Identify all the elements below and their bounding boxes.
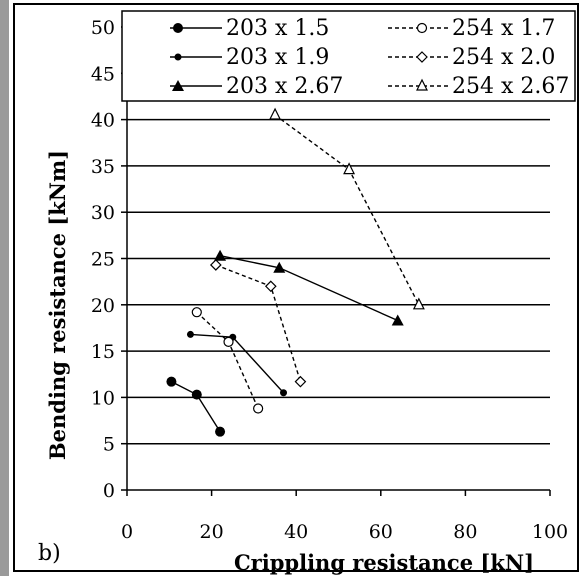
y-axis-label: Bending resistance [kNm] bbox=[45, 150, 70, 460]
x-tick-label: 40 bbox=[284, 521, 308, 543]
series-line bbox=[190, 333, 285, 394]
axes: 0 5 10 15 20 25 30 35 40 45 50 0 20 40 60 80 100 bbox=[91, 17, 568, 543]
marker bbox=[191, 389, 202, 400]
legend-entry: 203 x 2.67 bbox=[226, 74, 343, 99]
y-tick-label: 45 bbox=[91, 63, 115, 85]
series-1 bbox=[186, 330, 288, 397]
marker bbox=[191, 307, 202, 318]
legend: 203 x 1.5 254 x 1.7 203 x 1.9 254 x 2.0 203 … bbox=[121, 10, 576, 102]
marker bbox=[173, 23, 183, 33]
marker bbox=[273, 261, 286, 273]
marker bbox=[215, 426, 226, 437]
marker bbox=[294, 375, 307, 388]
marker bbox=[412, 297, 425, 310]
y-tick-label: 15 bbox=[91, 341, 115, 363]
legend-entry: 203 x 1.5 bbox=[226, 16, 329, 41]
series-0 bbox=[166, 376, 226, 437]
y-tick-label: 10 bbox=[91, 387, 115, 409]
x-tick-label: 100 bbox=[532, 521, 568, 543]
marker bbox=[264, 280, 277, 293]
y-tick-label: 40 bbox=[91, 110, 115, 132]
marker bbox=[223, 336, 234, 347]
y-tick-label: 30 bbox=[91, 202, 115, 224]
marker bbox=[343, 162, 356, 175]
y-tick-label: 35 bbox=[91, 156, 115, 178]
legend-entry: 254 x 1.7 bbox=[452, 16, 555, 41]
legend-entry: 203 x 1.9 bbox=[226, 45, 329, 70]
marker bbox=[416, 78, 428, 91]
series-2 bbox=[214, 249, 404, 326]
legend-entry: 254 x 2.67 bbox=[452, 74, 569, 99]
series-line bbox=[274, 114, 420, 306]
marker bbox=[253, 403, 264, 414]
series-layer bbox=[166, 107, 425, 437]
left-edge-bar bbox=[0, 0, 9, 576]
marker bbox=[186, 330, 194, 338]
marker bbox=[172, 80, 184, 91]
y-tick-label: 20 bbox=[91, 295, 115, 317]
y-tick-label: 5 bbox=[103, 434, 115, 456]
panel-label: b) bbox=[38, 541, 61, 566]
y-tick-label: 50 bbox=[91, 17, 115, 39]
x-axis-label: Crippling resistance [kN] bbox=[234, 550, 534, 575]
series-line bbox=[171, 381, 221, 433]
series-4 bbox=[209, 259, 307, 388]
series-5 bbox=[269, 107, 425, 310]
x-tick-label: 60 bbox=[369, 521, 393, 543]
legend-entry: 254 x 2.0 bbox=[452, 45, 555, 70]
marker bbox=[280, 389, 288, 397]
series-line bbox=[219, 255, 399, 322]
marker bbox=[416, 22, 428, 34]
series-line bbox=[196, 311, 259, 409]
figure-frame bbox=[13, 3, 579, 572]
series-3 bbox=[191, 307, 264, 414]
marker bbox=[209, 259, 222, 271]
marker bbox=[416, 51, 428, 63]
x-tick-label: 0 bbox=[121, 521, 133, 543]
y-tick-label: 25 bbox=[91, 249, 115, 271]
marker bbox=[174, 53, 182, 61]
y-tick-label: 0 bbox=[103, 480, 115, 502]
marker bbox=[214, 249, 227, 261]
marker bbox=[166, 376, 177, 387]
marker bbox=[391, 314, 404, 326]
x-tick-label: 20 bbox=[200, 521, 224, 543]
x-tick-label: 80 bbox=[453, 521, 477, 543]
marker bbox=[269, 107, 282, 120]
